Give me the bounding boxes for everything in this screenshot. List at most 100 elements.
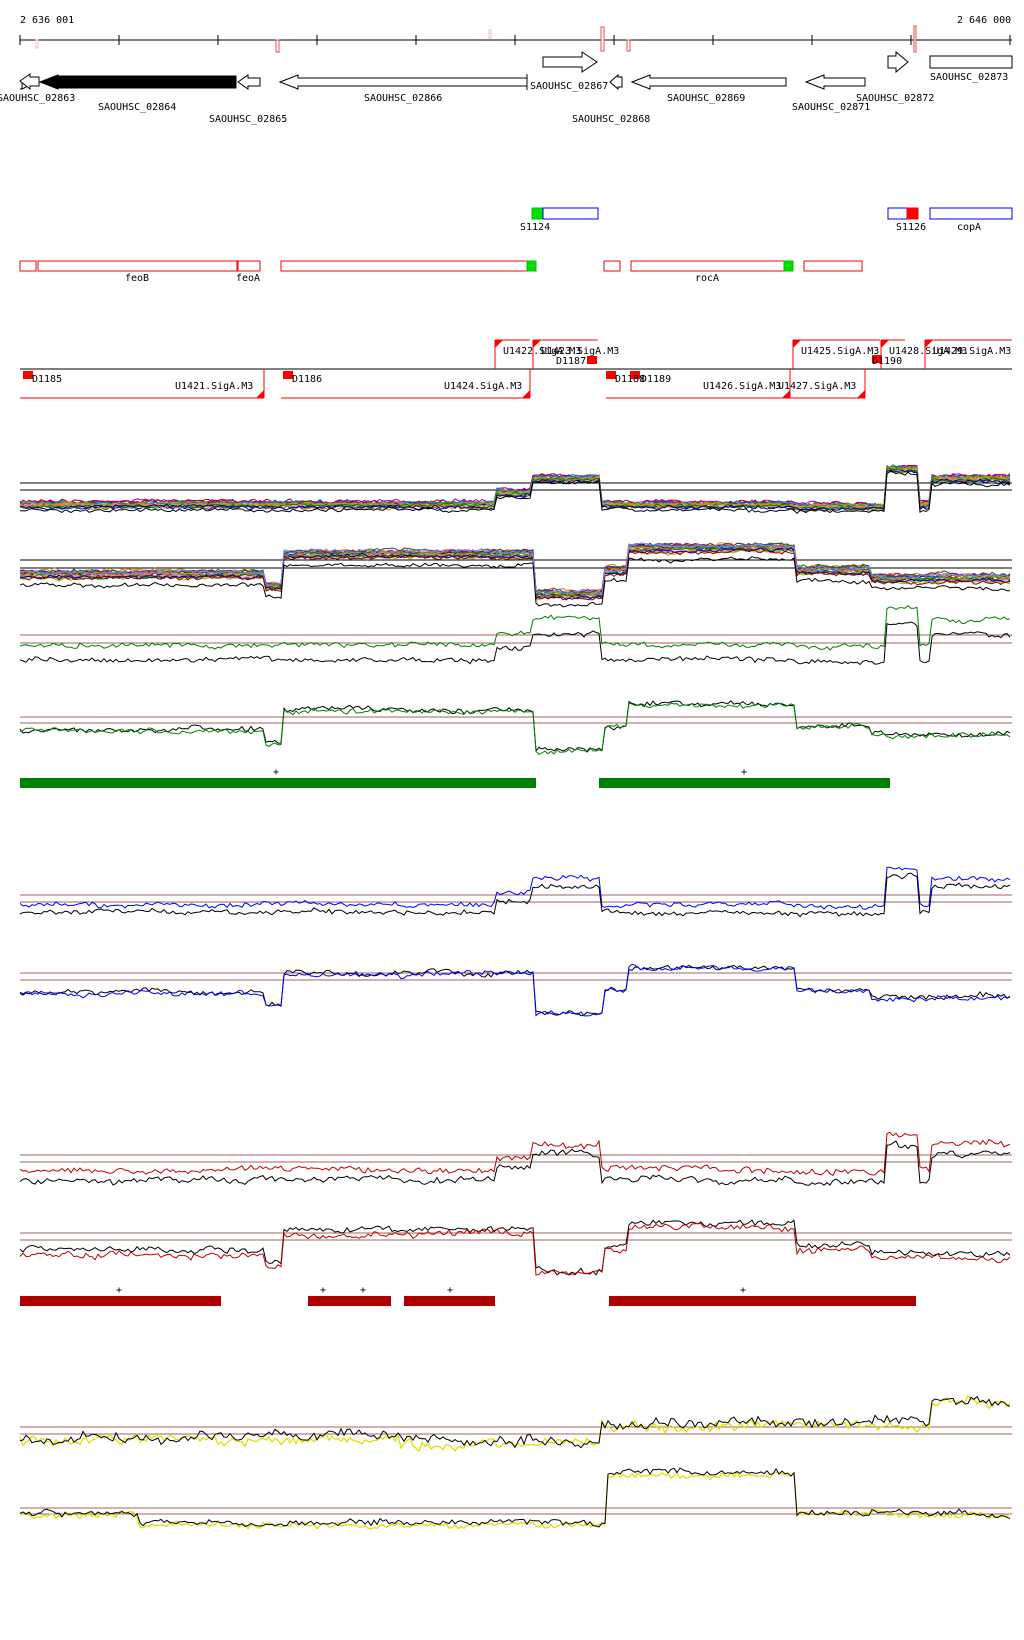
profile-panel-blue bbox=[19, 866, 1012, 1017]
gene-labels: SAOUHSC_02863 SAOUHSC_02864 SAOUHSC_0286… bbox=[0, 72, 1008, 125]
profile-panel-multi-plus bbox=[19, 463, 1012, 515]
feature-box[interactable] bbox=[542, 207, 599, 220]
profile-line bbox=[19, 464, 1011, 507]
profile-line bbox=[19, 542, 1011, 594]
feature-box[interactable] bbox=[37, 260, 238, 272]
promoter-label: U1421.SigA.M3 bbox=[175, 381, 253, 392]
ruler-marks bbox=[35, 25, 917, 53]
feature-box[interactable] bbox=[19, 260, 37, 272]
promoter-label: U1425.SigA.M3 bbox=[801, 346, 879, 357]
terminator-label: D1189 bbox=[641, 374, 671, 385]
profile-line bbox=[19, 543, 1010, 597]
profile-line bbox=[19, 1467, 1011, 1528]
feature-box[interactable] bbox=[280, 260, 529, 272]
promoter-label: U1428.SigA.M3 bbox=[889, 346, 967, 357]
segment-bar[interactable] bbox=[404, 1296, 495, 1306]
profile-line bbox=[19, 605, 1011, 651]
profile-line bbox=[19, 866, 1011, 910]
profile-line bbox=[19, 547, 1011, 601]
gene-arrow[interactable] bbox=[929, 55, 1013, 69]
profile-line bbox=[19, 1219, 1011, 1276]
feature-label: S1126 bbox=[896, 222, 926, 233]
gene-label: SAOUHSC_02873 bbox=[930, 72, 1008, 83]
terminator-label: D1185 bbox=[32, 374, 62, 385]
profile-panel-multi-minus bbox=[19, 542, 1012, 608]
ruler-end-label: 2 646 000 bbox=[957, 15, 1011, 26]
gene-arrow[interactable] bbox=[630, 74, 787, 90]
terminator-label: D1188 bbox=[615, 374, 645, 385]
profile-line bbox=[19, 548, 1011, 601]
profile-line bbox=[19, 621, 1011, 666]
segment-track-green: + + bbox=[20, 767, 890, 788]
gene-label: SAOUHSC_02867 bbox=[530, 81, 608, 92]
terminator-label: D1186 bbox=[292, 374, 322, 385]
gene-arrow[interactable] bbox=[887, 50, 909, 74]
segment-bar[interactable] bbox=[308, 1296, 391, 1306]
feature-label: S1124 bbox=[520, 222, 550, 233]
profile-panel-green bbox=[19, 605, 1012, 756]
segment-mark: + bbox=[273, 767, 279, 778]
segment-bar[interactable] bbox=[609, 1296, 916, 1306]
profile-line bbox=[19, 1131, 1011, 1177]
terminator-label: D1187 bbox=[556, 356, 586, 367]
profile-line bbox=[19, 1222, 1011, 1276]
feature-box[interactable] bbox=[237, 260, 261, 272]
gene-label: SAOUHSC_02868 bbox=[572, 114, 650, 125]
profile-line bbox=[19, 463, 1011, 508]
gene-arrow[interactable] bbox=[19, 73, 40, 91]
segment-mark: + bbox=[740, 1285, 746, 1296]
profile-panel-red bbox=[19, 1131, 1012, 1276]
promoter-label: U1422.SigA.M3 bbox=[503, 346, 581, 357]
gene-arrow[interactable] bbox=[542, 51, 598, 73]
feature-label: copA bbox=[957, 222, 981, 233]
gene-arrow[interactable] bbox=[278, 74, 528, 90]
feature-label: feoA bbox=[236, 273, 260, 284]
feature-box[interactable] bbox=[526, 260, 537, 272]
profile-line bbox=[19, 471, 1011, 515]
gene-arrow[interactable] bbox=[38, 74, 237, 90]
profile-line bbox=[20, 470, 1011, 511]
promoter-label: U1426.SigA.M3 bbox=[703, 381, 781, 392]
feature-box[interactable] bbox=[630, 260, 785, 272]
gene-arrow[interactable] bbox=[804, 74, 866, 90]
feature-box[interactable] bbox=[531, 207, 544, 220]
gene-label: SAOUHSC_02863 bbox=[0, 93, 75, 104]
feature-box[interactable] bbox=[906, 207, 919, 220]
plus-feature-track: S1124 S1126 copA bbox=[520, 207, 1013, 233]
feature-box[interactable] bbox=[603, 260, 621, 272]
profile-line bbox=[19, 872, 1011, 918]
minus-feature-labels: feoB feoA rocA bbox=[125, 273, 719, 284]
gene-label: SAOUHSC_02865 bbox=[209, 114, 287, 125]
gene-label: SAOUHSC_02869 bbox=[667, 93, 745, 104]
ruler-start-label: 2 636 001 bbox=[20, 15, 74, 26]
profile-line bbox=[19, 1395, 1011, 1449]
segment-bar[interactable] bbox=[599, 778, 890, 788]
feature-box[interactable] bbox=[887, 207, 908, 220]
profile-line bbox=[19, 464, 1011, 507]
gene-label: SAOUHSC_02866 bbox=[364, 93, 442, 104]
feature-box[interactable] bbox=[803, 260, 863, 272]
segment-track-red: + + + + + bbox=[20, 1285, 916, 1306]
segment-mark: + bbox=[447, 1285, 453, 1296]
feature-box[interactable] bbox=[929, 207, 1013, 220]
profile-line bbox=[19, 1140, 1011, 1186]
regulatory-track: U1422.SigA.M3 U1423.SigA.M3 U1425.SigA.M… bbox=[20, 339, 1012, 399]
minus-feature-track bbox=[19, 260, 863, 272]
profile-panel-yellow bbox=[19, 1394, 1012, 1530]
promoter-label: U1423.SigA.M3 bbox=[541, 346, 619, 357]
gene-arrow[interactable] bbox=[609, 73, 623, 91]
feature-box[interactable] bbox=[783, 260, 794, 272]
profile-line bbox=[19, 467, 1011, 511]
feature-label: rocA bbox=[695, 273, 719, 284]
promoter-label: U1424.SigA.M3 bbox=[444, 381, 522, 392]
segment-bar[interactable] bbox=[20, 1296, 221, 1306]
expression-profiles bbox=[19, 463, 1012, 1530]
gene-arrow[interactable] bbox=[237, 74, 261, 90]
profile-line bbox=[19, 700, 1011, 753]
profile-line bbox=[19, 702, 1011, 756]
profile-line bbox=[19, 542, 1011, 595]
terminator-label: D1190 bbox=[872, 356, 902, 367]
segment-bar[interactable] bbox=[20, 778, 536, 788]
profile-line bbox=[19, 549, 1011, 601]
